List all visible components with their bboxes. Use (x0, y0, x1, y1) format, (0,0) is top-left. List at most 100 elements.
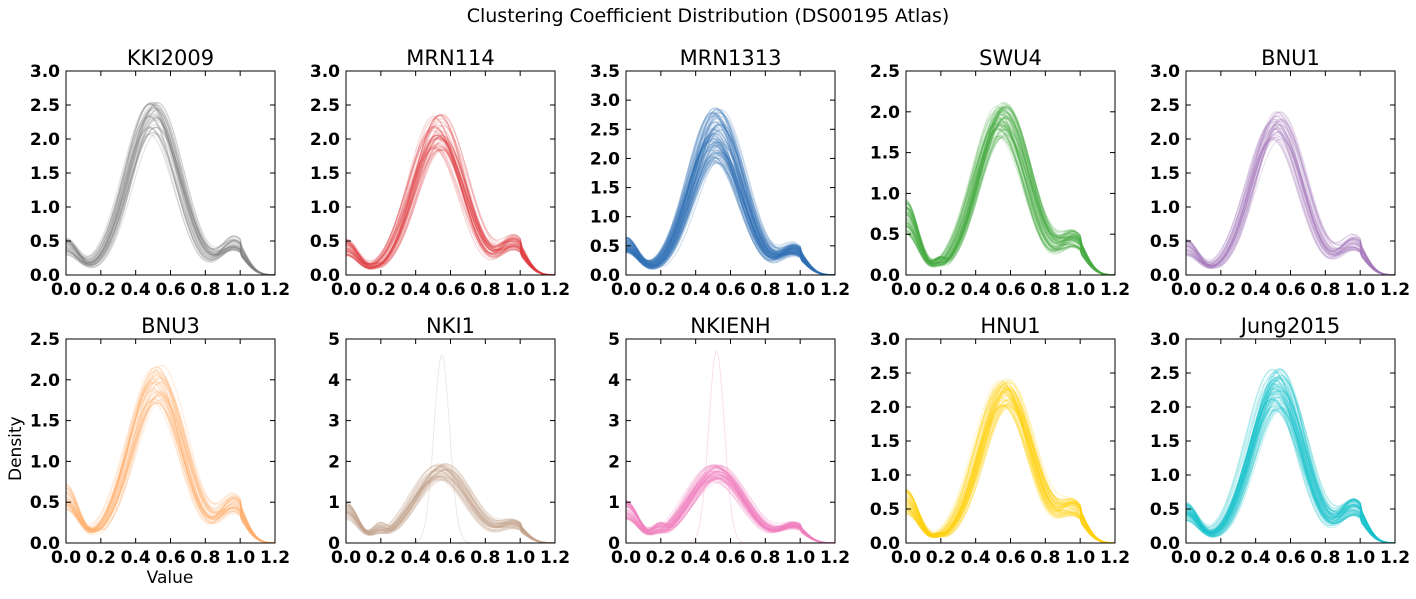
y-tick-label: 0.5 (590, 237, 620, 257)
y-tick-label: 0.0 (1150, 534, 1180, 554)
series-line (346, 470, 555, 543)
x-tick-label: 0.6 (155, 548, 185, 568)
series-line (346, 468, 555, 543)
series-line (1186, 409, 1395, 543)
series-line (626, 117, 835, 275)
series-line (346, 130, 555, 275)
x-tick-label: 1.2 (260, 548, 290, 568)
series-line (906, 134, 1115, 275)
series-line (66, 131, 275, 275)
series-line (1186, 392, 1395, 543)
series-line (906, 103, 1115, 275)
x-tick-label: 0.2 (1206, 280, 1236, 300)
subplot-title: NKIENH (690, 314, 770, 338)
y-tick-label: 2.0 (30, 130, 60, 150)
x-tick-label: 0.2 (366, 548, 396, 568)
series-line (906, 393, 1115, 543)
series-line (66, 101, 275, 275)
series-line (626, 143, 835, 275)
series-line (906, 124, 1115, 275)
series-curves (906, 378, 1115, 543)
series-line (906, 112, 1115, 275)
series-line (906, 390, 1115, 543)
series-line (906, 107, 1115, 275)
series-line (626, 128, 835, 275)
series-line (906, 106, 1115, 275)
series-line (346, 140, 555, 275)
series-line (626, 112, 835, 275)
x-tick-label: 0.4 (121, 280, 151, 300)
series-line (626, 157, 835, 275)
y-tick-label: 1.5 (1150, 432, 1180, 452)
series-line (626, 137, 835, 275)
series-line (626, 109, 835, 275)
series-line (906, 127, 1115, 275)
series-line (1186, 385, 1395, 543)
series-line (906, 394, 1115, 543)
series-line (346, 467, 555, 543)
series-line (1186, 406, 1395, 543)
series-line (906, 108, 1115, 275)
figure-title: Clustering Coefficient Distribution (DS0… (466, 5, 950, 27)
series-line (1186, 369, 1395, 543)
series-line (626, 143, 835, 275)
series-line (66, 366, 275, 543)
series-line (626, 112, 835, 275)
series-line (66, 372, 275, 543)
series-line (346, 469, 555, 543)
series-line (906, 111, 1115, 275)
series-line (1186, 368, 1395, 543)
plot-frame (905, 70, 1116, 276)
series-line (1186, 379, 1395, 543)
series-line (66, 123, 275, 275)
series-curves (626, 350, 835, 543)
series-line (66, 370, 275, 543)
series-line (1186, 128, 1395, 275)
x-tick-label: 1.2 (1380, 548, 1410, 568)
series-line (906, 113, 1115, 275)
series-line (626, 141, 835, 275)
series-line (626, 162, 835, 275)
series-line (66, 126, 275, 275)
subplot-title: MRN114 (406, 46, 495, 70)
series-line (626, 144, 835, 275)
series-line (66, 378, 275, 543)
series-line (1186, 121, 1395, 275)
series-line (66, 398, 275, 543)
series-line (906, 115, 1115, 275)
series-line (1186, 406, 1395, 543)
series-line (66, 393, 275, 543)
series-line (906, 123, 1115, 275)
x-tick-label: 0.4 (121, 548, 151, 568)
series-line (66, 102, 275, 275)
series-line (626, 152, 835, 275)
series-line (346, 476, 555, 543)
series-line (626, 464, 835, 543)
series-line (906, 392, 1115, 543)
series-line (346, 465, 555, 543)
series-line (1186, 387, 1395, 543)
series-line (626, 128, 835, 275)
series-line (626, 115, 835, 275)
series-line (906, 390, 1115, 543)
subplot-nki1: NKI1 0.0 0.2 0.4 0.6 0.8 1.0 1.2 0 1 2 3 4 5 (328, 314, 570, 568)
series-line (1186, 128, 1395, 275)
series-line (906, 386, 1115, 543)
series-line (66, 364, 275, 543)
series-line (906, 407, 1115, 543)
series-line (346, 146, 555, 275)
series-line (626, 137, 835, 275)
series-line (66, 107, 275, 275)
series-line (906, 388, 1115, 543)
subplot-title: BNU3 (141, 314, 200, 338)
y-tick-label: 3 (608, 412, 620, 432)
series-line (346, 134, 555, 275)
series-line (66, 390, 275, 543)
series-line (346, 474, 555, 543)
series-line (1186, 396, 1395, 543)
series-line (626, 128, 835, 275)
y-tick-label: 2.5 (1150, 364, 1180, 384)
series-line (346, 464, 555, 543)
y-tick-label: 1.0 (1150, 198, 1180, 218)
